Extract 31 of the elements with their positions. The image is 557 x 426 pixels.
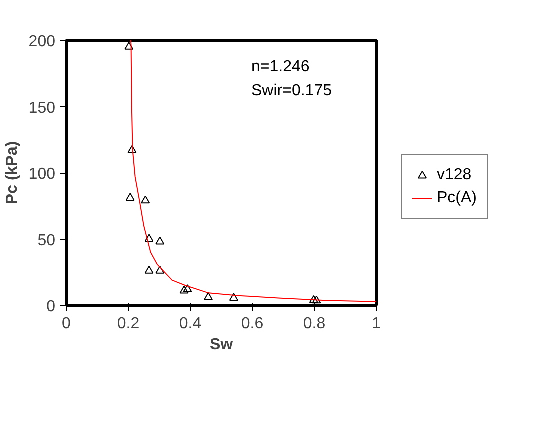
point [144, 234, 154, 242]
point [229, 293, 238, 302]
x-tick-label: 1 [372, 316, 382, 332]
x-tick-label: 0.4 [179, 316, 202, 332]
annotation: n=1.246 [252, 58, 310, 76]
x-tick-label: 0.8 [303, 316, 326, 332]
point [180, 286, 189, 294]
x-tick-label: 0.6 [241, 316, 264, 332]
point [128, 145, 137, 154]
y-tick-label: 200 [28, 34, 56, 50]
y-tick-label: 100 [28, 166, 56, 183]
point [309, 295, 318, 304]
x-tick-label: 0.2 [117, 316, 140, 332]
legend-label: Pc(A) [437, 190, 477, 208]
point [156, 266, 165, 274]
y-axis-title: Pc (kPa) [4, 141, 21, 205]
point [126, 193, 135, 201]
legend-label: v128 [437, 166, 472, 184]
point [156, 236, 165, 245]
y-tick-label: 150 [28, 100, 56, 117]
y-tick-label: 0 [46, 298, 56, 316]
point [312, 296, 322, 304]
point [144, 266, 154, 274]
annotation: Swir=0.175 [252, 82, 332, 100]
point [141, 196, 150, 204]
y-tick-label: 50 [38, 232, 56, 250]
point [124, 42, 134, 50]
point [183, 284, 192, 292]
point [204, 292, 213, 300]
x-tick-label: 0 [62, 316, 72, 332]
x-axis-title: Sw [210, 336, 234, 354]
